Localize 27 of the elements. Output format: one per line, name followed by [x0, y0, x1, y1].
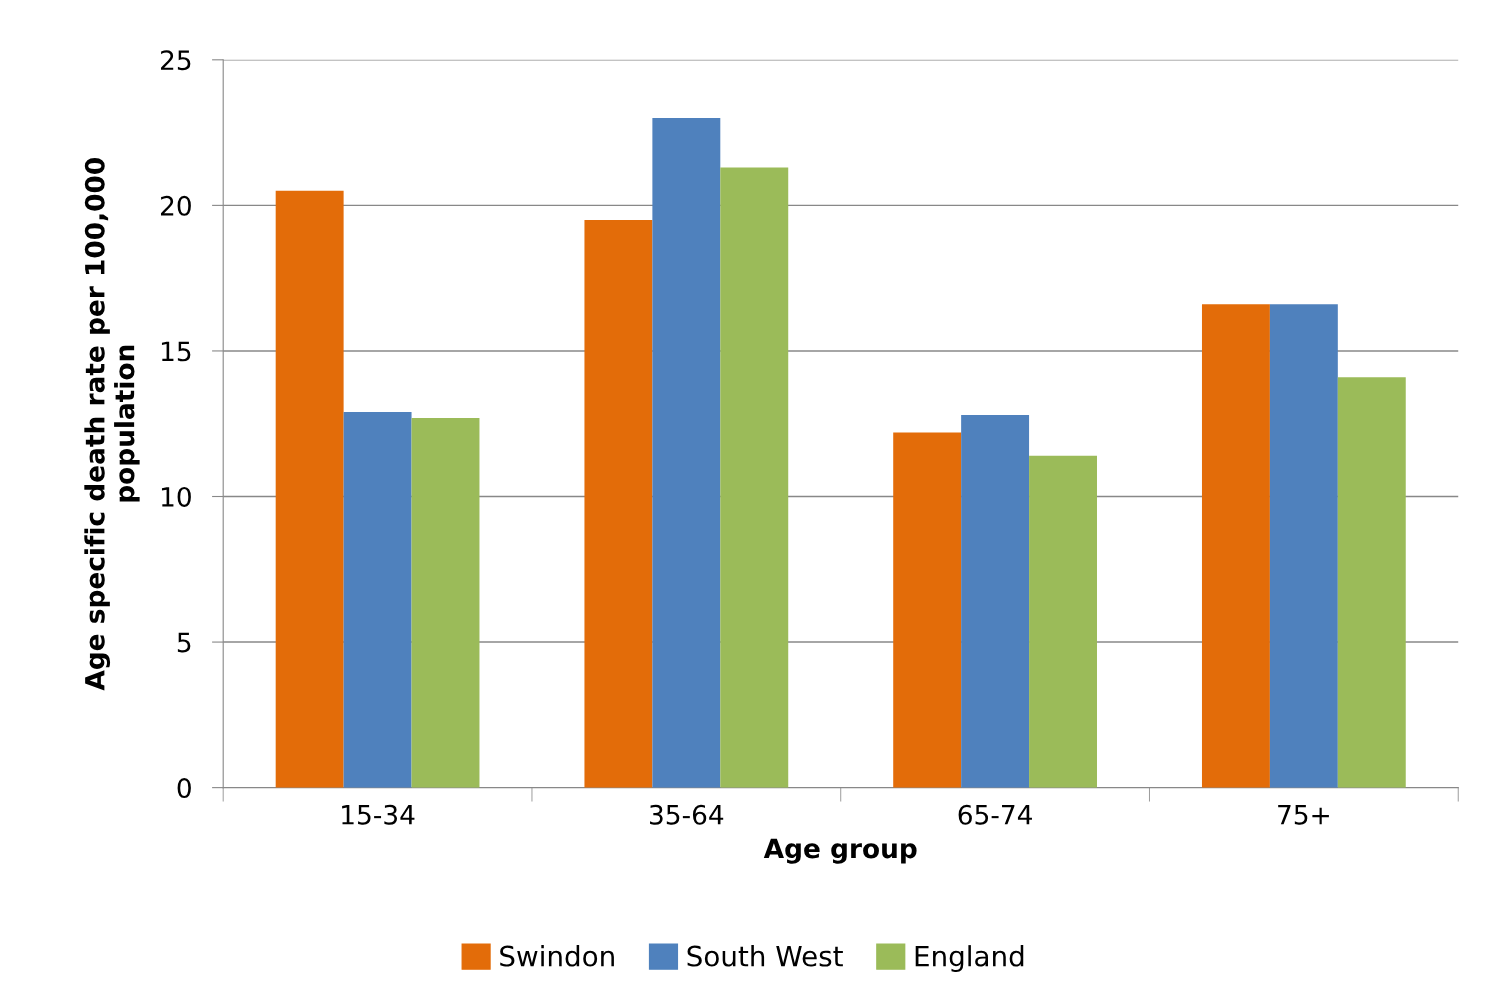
y-tick-label: 0 — [177, 778, 191, 799]
legend-label: Swindon — [500, 945, 614, 967]
x-axis-title: Age group — [763, 838, 917, 864]
bar — [961, 414, 1030, 788]
bar — [275, 190, 344, 788]
bar — [1201, 304, 1270, 788]
bar — [1029, 455, 1097, 788]
y-tick-label: 10 — [161, 486, 191, 507]
bar — [411, 417, 480, 788]
y-tick-label: 20 — [161, 195, 191, 216]
bar — [1337, 377, 1406, 788]
legend-label: South West — [687, 945, 843, 967]
x-tick-label: 15-34 — [342, 804, 415, 825]
y-tick-label: 5 — [177, 632, 191, 653]
y-tick-label: 25 — [161, 50, 191, 71]
bar — [343, 412, 412, 788]
legend-label: England — [915, 945, 1024, 972]
x-tick-label: 35-64 — [650, 804, 724, 825]
x-tick-label: 65-74 — [958, 804, 1032, 825]
bar — [1269, 304, 1338, 788]
bar — [720, 167, 789, 788]
x-tick-label: 75+ — [1278, 805, 1329, 825]
y-axis-title: Age specific death rate per 100,000 population — [84, 158, 140, 691]
bar — [584, 219, 653, 788]
y-tick-label: 15 — [161, 341, 191, 362]
bar — [893, 432, 962, 788]
bar — [652, 118, 721, 788]
